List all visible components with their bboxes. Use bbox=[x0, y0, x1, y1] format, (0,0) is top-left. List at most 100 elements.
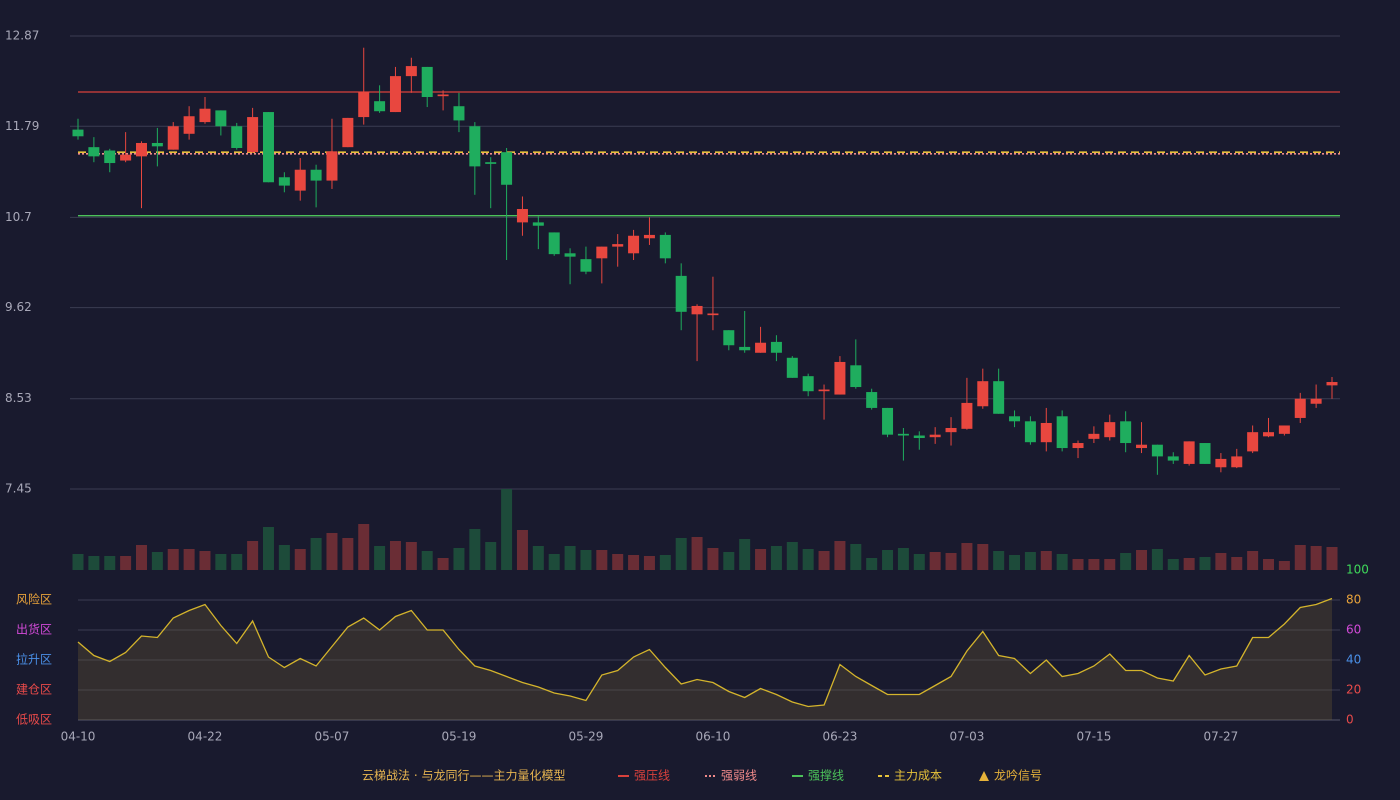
candle-body bbox=[1009, 416, 1021, 422]
x-tick-label: 04-22 bbox=[188, 730, 223, 744]
volume-bar bbox=[437, 558, 449, 570]
volume-bar bbox=[532, 546, 544, 570]
volume-bar bbox=[262, 527, 274, 570]
volume-bar bbox=[501, 489, 513, 570]
volume-bar bbox=[1009, 555, 1021, 570]
candle-body bbox=[421, 66, 433, 98]
x-tick-label: 04-10 bbox=[61, 730, 96, 744]
candle-body bbox=[723, 330, 735, 346]
volume-bar bbox=[1056, 554, 1068, 570]
y-tick-label: 8.53 bbox=[5, 391, 32, 405]
candle-body bbox=[1120, 421, 1132, 444]
candle-body bbox=[199, 108, 211, 123]
candle-body bbox=[961, 402, 973, 429]
candle-body bbox=[120, 154, 132, 161]
candle-body bbox=[1088, 433, 1100, 439]
volume-bar bbox=[1199, 557, 1211, 570]
volume-bar bbox=[993, 551, 1005, 570]
y-tick-label: 10.7 bbox=[5, 210, 32, 224]
volume-bar bbox=[1247, 551, 1259, 570]
volume-bar bbox=[1326, 547, 1338, 570]
zone-label: 低吸区 bbox=[16, 713, 52, 727]
volume-bar bbox=[88, 556, 100, 570]
candle-body bbox=[866, 392, 878, 408]
x-tick-label: 06-10 bbox=[695, 730, 730, 744]
volume-bar bbox=[1167, 559, 1179, 570]
candle-body bbox=[151, 142, 163, 147]
x-tick-label: 05-29 bbox=[569, 730, 604, 744]
candle-body bbox=[135, 142, 147, 157]
candle-body bbox=[755, 342, 767, 353]
volume-bar bbox=[1040, 551, 1052, 570]
volume-bar bbox=[247, 541, 259, 570]
volume-bar bbox=[104, 556, 116, 570]
volume-bar bbox=[1024, 552, 1036, 570]
candle-body bbox=[183, 116, 195, 134]
volume-bar bbox=[1310, 546, 1322, 570]
candle-body bbox=[564, 253, 576, 257]
y-tick-label: 9.62 bbox=[5, 300, 32, 314]
volume-bar bbox=[120, 556, 132, 570]
volume-bar bbox=[628, 555, 640, 570]
candle-body bbox=[1247, 432, 1259, 452]
volume-bar bbox=[1263, 559, 1275, 570]
volume-bar bbox=[199, 551, 211, 570]
volume-bar bbox=[612, 554, 624, 570]
candle-body bbox=[1024, 421, 1036, 443]
volume-bar bbox=[866, 558, 878, 570]
candle-body bbox=[1199, 443, 1211, 464]
volume-bar bbox=[1183, 558, 1195, 570]
indicator-tick-label: 40 bbox=[1346, 653, 1361, 667]
indicator-tick-label: 60 bbox=[1346, 623, 1361, 637]
zone-label: 建仓区 bbox=[16, 683, 52, 697]
y-tick-label: 11.79 bbox=[5, 119, 39, 133]
indicator-area bbox=[78, 598, 1332, 720]
candle-body bbox=[485, 162, 497, 164]
candle-body bbox=[215, 110, 227, 127]
indicator-tick-label: 0 bbox=[1346, 713, 1354, 727]
candle-body bbox=[516, 209, 528, 223]
volume-bar bbox=[294, 549, 306, 570]
volume-bar bbox=[326, 533, 338, 570]
volume-bar bbox=[802, 549, 814, 570]
candle-body bbox=[310, 169, 322, 181]
candle-body bbox=[231, 126, 243, 148]
volume-bar bbox=[389, 541, 401, 570]
legend-label: 龙吟信号 bbox=[994, 768, 1042, 783]
candle-body bbox=[405, 66, 417, 77]
volume-bar bbox=[231, 554, 243, 570]
candle-body bbox=[167, 126, 179, 150]
volume-bar bbox=[1278, 561, 1290, 570]
volume-bar bbox=[1294, 545, 1306, 570]
candle-body bbox=[596, 246, 608, 259]
candle-body bbox=[278, 177, 290, 186]
candle-body bbox=[374, 101, 386, 112]
volume-bar bbox=[453, 548, 465, 570]
volume-bar bbox=[151, 552, 163, 570]
candle-body bbox=[675, 275, 687, 312]
candle-body bbox=[850, 365, 862, 388]
candle-body bbox=[977, 381, 989, 407]
x-tick-label: 06-23 bbox=[822, 730, 857, 744]
indicator-tick-label: 20 bbox=[1346, 683, 1361, 697]
x-tick-label: 07-15 bbox=[1076, 730, 1111, 744]
candle-body bbox=[1278, 425, 1290, 434]
candle-body bbox=[1215, 458, 1227, 468]
indicator-tick-label: 80 bbox=[1346, 593, 1361, 607]
volume-bar bbox=[977, 544, 989, 570]
legend-signal-icon bbox=[979, 771, 989, 781]
x-tick-label: 07-27 bbox=[1203, 730, 1238, 744]
volume-bar bbox=[72, 554, 84, 570]
candle-body bbox=[104, 150, 116, 164]
volume-bar bbox=[310, 538, 322, 570]
volume-bar bbox=[770, 546, 782, 570]
candle-body bbox=[389, 76, 401, 113]
candle-body bbox=[437, 94, 449, 97]
candle-body bbox=[691, 305, 703, 315]
legend-label: 强弱线 bbox=[721, 769, 757, 783]
volume-bar bbox=[945, 553, 957, 570]
volume-bar bbox=[1104, 559, 1116, 570]
candle-body bbox=[818, 389, 830, 392]
volume-bar bbox=[421, 551, 433, 570]
zone-label: 风险区 bbox=[16, 592, 52, 607]
